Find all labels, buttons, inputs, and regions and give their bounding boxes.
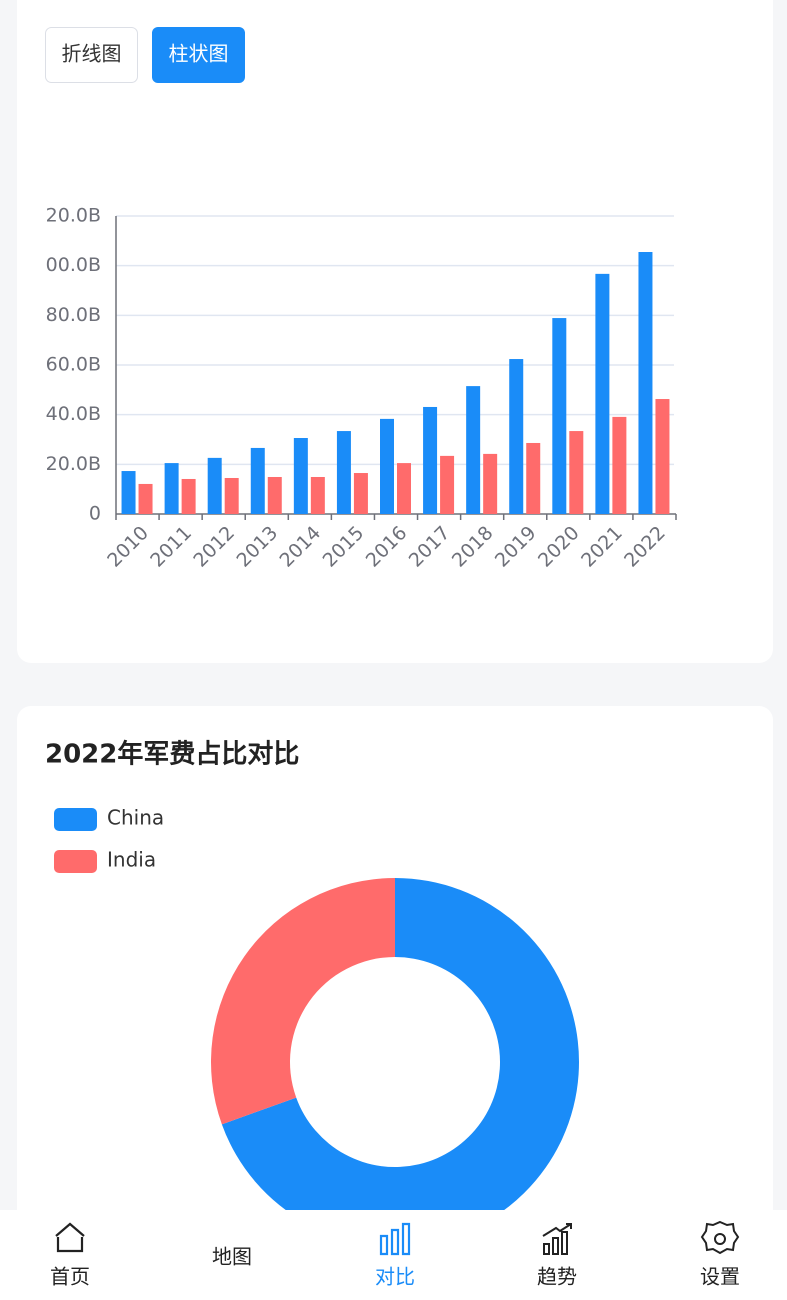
line-tab-label[interactable]: 折线图 — [62, 42, 122, 66]
bar — [655, 399, 670, 514]
nav-label[interactable]: 首页 — [50, 1265, 90, 1289]
y-tick-label: 40.0B — [46, 403, 101, 425]
bar — [310, 476, 325, 514]
nav-label[interactable]: 设置 — [700, 1265, 740, 1289]
bar — [121, 471, 136, 514]
bar — [397, 463, 411, 514]
bar — [353, 473, 368, 514]
nav-label[interactable]: 趋势 — [537, 1265, 577, 1289]
bar-card — [17, 0, 773, 663]
legend-swatch — [54, 808, 97, 831]
legend-label: India — [107, 848, 156, 872]
donut-slice — [221, 878, 580, 1246]
bar — [138, 483, 153, 514]
nav-bar: 首页 地图 对比 趋势 设置 — [0, 1210, 787, 1300]
bar — [181, 478, 196, 514]
trend-icon[interactable] — [542, 1223, 572, 1255]
y-tick-label: 60.0B — [46, 354, 101, 376]
bar — [552, 318, 567, 514]
compare-icon[interactable] — [379, 1222, 411, 1256]
bar — [250, 447, 265, 514]
bar — [336, 431, 351, 514]
bar — [638, 252, 653, 514]
chart-title: 2022年军费占比对比 — [45, 739, 299, 770]
bar-tab[interactable] — [152, 27, 245, 83]
y-tick-label: 0 — [89, 503, 101, 525]
pie-card — [17, 706, 773, 1300]
bar — [423, 406, 438, 514]
y-tick-label: 00.0B — [46, 254, 101, 276]
donut-slice — [211, 878, 395, 1125]
nav-label[interactable]: 地图 — [212, 1245, 252, 1269]
bar — [267, 476, 282, 514]
y-tick-label: 20.0B — [46, 453, 101, 475]
nav-label[interactable]: 对比 — [375, 1265, 415, 1289]
bar — [569, 431, 584, 514]
bar — [466, 386, 481, 514]
settings-icon-center — [714, 1233, 726, 1245]
bar — [612, 416, 627, 514]
y-tick-label: 80.0B — [46, 304, 101, 326]
bar-tab-label[interactable]: 柱状图 — [169, 42, 229, 66]
bar — [207, 457, 222, 514]
bar — [483, 453, 498, 514]
bar — [440, 455, 455, 514]
bar — [509, 359, 524, 514]
bar — [164, 463, 179, 514]
home-icon[interactable] — [55, 1222, 85, 1253]
line-tab[interactable] — [45, 27, 138, 83]
bar — [380, 418, 394, 514]
settings-icon[interactable] — [700, 1220, 740, 1255]
y-tick-label: 20.0B — [46, 205, 101, 227]
bar — [595, 273, 610, 514]
legend-swatch — [54, 850, 97, 873]
bar — [526, 442, 541, 514]
bar — [224, 477, 239, 514]
bar — [293, 438, 308, 514]
legend-label: China — [107, 806, 164, 830]
